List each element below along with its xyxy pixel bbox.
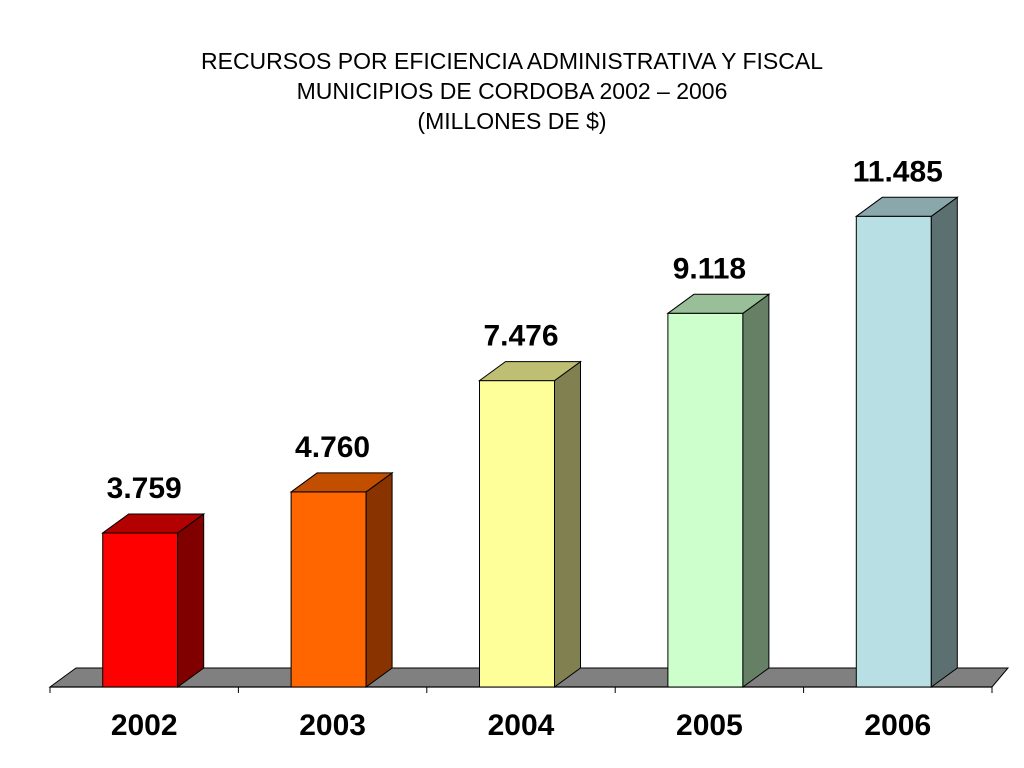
bar-2006: [854, 196, 959, 688]
bar-2002: [101, 512, 206, 688]
bar-side: [365, 471, 393, 688]
x-tick-label: 2002: [111, 709, 178, 742]
bar-front: [855, 215, 932, 688]
bar-2005: [666, 293, 771, 688]
bar-front: [479, 380, 555, 688]
x-axis: [49, 686, 993, 693]
bar-top: [854, 196, 959, 217]
chart-title: RECURSOS POR EFICIENCIA ADMINISTRATIVA Y…: [201, 48, 823, 74]
value-label: 4.760: [295, 431, 370, 464]
value-label: 7.476: [483, 320, 558, 353]
value-label: 3.759: [107, 472, 182, 505]
chart-subtitle: MUNICIPIOS DE CORDOBA 2002 – 2006: [296, 78, 728, 104]
chart-title-block: RECURSOS POR EFICIENCIA ADMINISTRATIVA Y…: [0, 46, 1024, 136]
bar-top: [666, 293, 771, 314]
bar-front: [290, 491, 367, 688]
bar-side: [177, 512, 205, 688]
value-labels: 3.759 4.760 7.476 9.118 11.485: [107, 155, 943, 505]
x-tick-label: 2004: [488, 709, 555, 742]
bar-side: [554, 360, 581, 688]
bar-front: [102, 532, 179, 688]
x-tick-label: 2003: [299, 709, 366, 742]
bar-2003: [289, 471, 394, 688]
bar-front: [667, 312, 744, 688]
chart-unit-note: (MILLONES DE $): [417, 108, 607, 134]
bar-top: [289, 472, 394, 493]
bars: [101, 196, 959, 688]
x-tick-labels: 2002 2003 2004 2005 2006: [111, 709, 931, 742]
value-label: 11.485: [853, 155, 943, 188]
bar-2004: [477, 360, 583, 688]
bar-top: [101, 513, 206, 534]
bar-side: [930, 196, 958, 688]
x-tick-label: 2006: [864, 709, 931, 742]
value-label: 9.118: [673, 252, 746, 285]
bar-top: [477, 361, 583, 382]
x-tick-label: 2005: [676, 709, 743, 742]
bar-side: [742, 293, 770, 688]
